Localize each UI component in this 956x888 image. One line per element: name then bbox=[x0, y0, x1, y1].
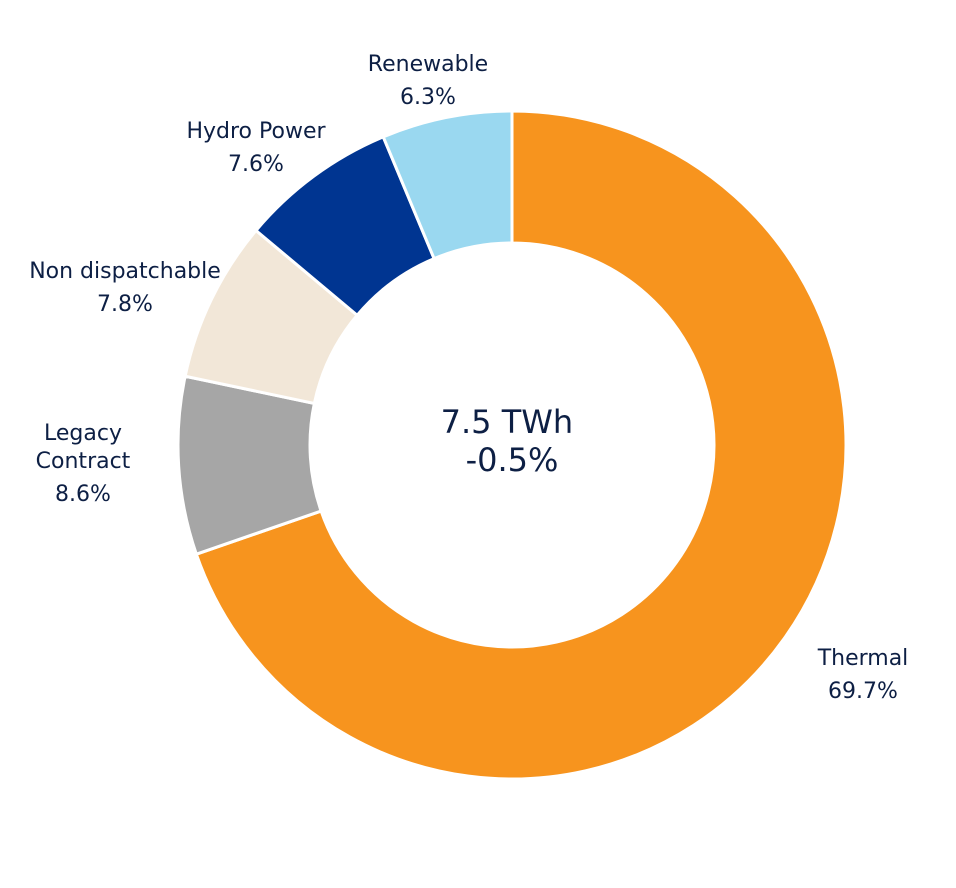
slice-name-label: Hydro Power bbox=[186, 119, 326, 144]
center-change: -0.5% bbox=[466, 441, 559, 479]
slice-name-label: Thermal bbox=[817, 646, 909, 671]
center-label: 7.5 TWh -0.5% bbox=[441, 403, 584, 479]
slice-thermal bbox=[194, 109, 848, 781]
slice-name-label: Non dispatchable bbox=[29, 259, 221, 284]
slice-label: Hydro Power 7.6% bbox=[186, 119, 326, 177]
slice-value-label: 69.7% bbox=[828, 679, 898, 704]
slice-renewable bbox=[381, 109, 514, 261]
slice-labels: Thermal 69.7% Legacy Contract 8.6% Non dispat… bbox=[29, 52, 908, 704]
center-total: 7.5 TWh bbox=[441, 403, 574, 441]
slice-label: Non dispatchable 7.8% bbox=[29, 259, 221, 317]
slice-value-label: 8.6% bbox=[55, 482, 111, 507]
slice-name-label: Legacy bbox=[44, 421, 122, 446]
slice-value-label: 7.8% bbox=[97, 292, 153, 317]
slice-label: Renewable 6.3% bbox=[368, 52, 488, 110]
slice-value-label: 6.3% bbox=[400, 85, 456, 110]
slice-name-label: Renewable bbox=[368, 52, 488, 77]
slice-name-label: Contract bbox=[36, 449, 131, 474]
slice-value-label: 7.6% bbox=[228, 152, 284, 177]
donut-slices bbox=[176, 109, 848, 781]
slice-label: Thermal 69.7% bbox=[817, 646, 909, 704]
slice-label: Legacy Contract 8.6% bbox=[36, 421, 131, 507]
